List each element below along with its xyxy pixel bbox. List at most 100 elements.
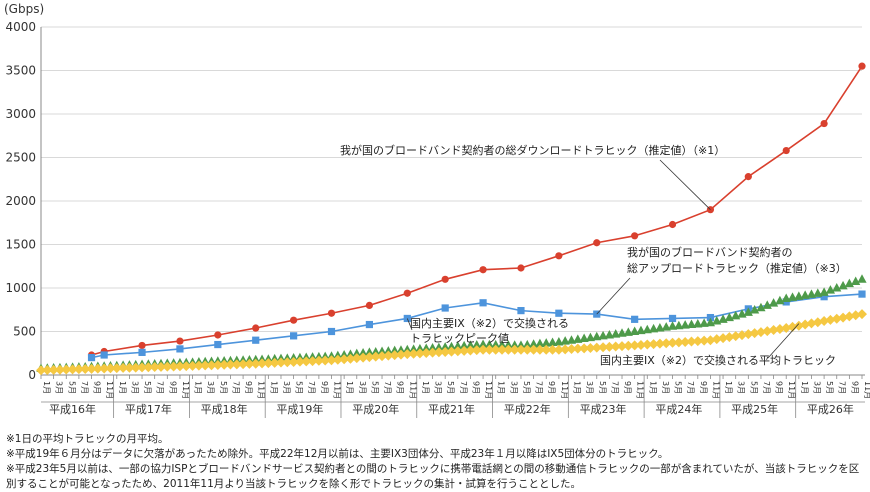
- data-point: [668, 220, 677, 229]
- data-point: [275, 357, 286, 368]
- annotation-ix-peak-1: 国内主要IX（※2）で交換される: [410, 316, 569, 330]
- data-point: [206, 360, 217, 371]
- data-point: [592, 331, 602, 341]
- data-point: [787, 321, 798, 332]
- y-axis-label: (Gbps): [4, 2, 44, 16]
- data-point: [497, 339, 507, 349]
- year-label: 平成18年: [201, 402, 248, 416]
- month-tick-label: 7月: [762, 381, 771, 394]
- data-point: [673, 337, 684, 348]
- data-point: [706, 313, 715, 322]
- data-point: [534, 344, 545, 355]
- data-point: [838, 312, 849, 323]
- leader-line: [767, 323, 800, 359]
- data-point: [825, 285, 836, 294]
- data-point: [162, 361, 173, 372]
- data-point: [200, 360, 211, 371]
- month-tick-label: 9月: [547, 381, 556, 394]
- data-point: [858, 290, 866, 298]
- data-point: [421, 343, 431, 352]
- month-tick-label: 3月: [434, 381, 443, 394]
- month-tick-label: 11月: [787, 381, 796, 399]
- year-label: 平成26年: [807, 402, 854, 416]
- data-point: [756, 302, 766, 312]
- month-tick-label: 7月: [383, 381, 392, 394]
- data-point: [730, 331, 741, 342]
- data-point: [674, 320, 684, 330]
- data-point: [269, 357, 280, 368]
- data-point: [547, 344, 558, 355]
- data-point: [434, 342, 444, 352]
- data-point: [813, 288, 823, 297]
- month-tick-label: 1月: [572, 381, 581, 394]
- data-point: [762, 326, 773, 337]
- month-tick-label: 3月: [358, 381, 367, 394]
- data-point: [433, 347, 444, 358]
- data-point: [415, 343, 425, 353]
- annotation-download: 我が国のブロードバンド契約者の総ダウンロードトラヒック（推定値）（※1）: [340, 143, 725, 157]
- data-point: [566, 344, 577, 355]
- data-point: [553, 344, 564, 355]
- y-tick-label: 3000: [5, 107, 36, 121]
- data-point: [48, 364, 59, 375]
- year-label: 平成25年: [731, 402, 778, 416]
- data-point: [522, 344, 533, 355]
- data-point: [252, 324, 260, 332]
- data-point: [149, 362, 160, 373]
- data-point: [187, 360, 198, 371]
- month-tick-label: 3月: [737, 381, 746, 394]
- data-point: [642, 324, 652, 334]
- data-point: [529, 339, 539, 348]
- y-tick-label: 4000: [5, 20, 36, 34]
- data-point: [573, 334, 583, 343]
- data-point: [572, 343, 583, 354]
- data-point: [844, 278, 854, 288]
- data-point: [635, 339, 646, 350]
- data-point: [750, 305, 760, 314]
- data-point: [611, 329, 621, 338]
- data-point: [547, 337, 558, 347]
- data-point: [73, 364, 84, 375]
- month-tick-label: 11月: [105, 381, 114, 399]
- data-point: [452, 346, 463, 357]
- month-tick-label: 5月: [522, 381, 531, 394]
- year-label: 平成23年: [580, 402, 627, 416]
- data-point: [610, 341, 621, 352]
- month-tick-label: 1月: [269, 381, 278, 394]
- footnotes: ※1日の平均トラヒックの月平均。 ※平成19年６月分はデータに欠落があったため除…: [6, 432, 866, 492]
- data-point: [138, 341, 146, 350]
- data-point: [244, 358, 255, 369]
- year-label: 平成20年: [352, 402, 399, 416]
- data-point: [365, 320, 373, 329]
- data-point: [636, 325, 646, 335]
- data-point: [377, 351, 388, 362]
- series-line: [91, 65, 863, 356]
- month-tick-label: 9月: [93, 381, 102, 394]
- data-point: [787, 292, 798, 301]
- data-point: [858, 62, 866, 70]
- leader-line: [596, 277, 631, 315]
- data-point: [168, 361, 179, 372]
- annotation-ix-average: 国内主要IX（※2）で交換される平均トラヒック: [600, 353, 836, 367]
- data-point: [441, 275, 449, 283]
- data-point: [479, 266, 487, 274]
- data-point: [250, 358, 261, 369]
- data-point: [844, 311, 855, 322]
- data-point: [377, 346, 387, 356]
- data-point: [402, 349, 413, 360]
- month-tick-label: 5月: [143, 381, 152, 394]
- data-point: [781, 323, 792, 334]
- month-tick-label: 5月: [219, 381, 228, 394]
- month-tick-label: 9月: [168, 381, 177, 394]
- month-tick-label: 7月: [459, 381, 468, 394]
- data-point: [655, 323, 665, 332]
- data-point: [181, 361, 192, 372]
- data-point: [86, 363, 97, 374]
- month-tick-label: 1月: [648, 381, 657, 394]
- traffic-chart: 0 500 1000 1500 2000 2500 3000 3500 4000 (Gbps) 1月…: [4, 2, 870, 418]
- y-tick-label: 500: [13, 325, 36, 339]
- data-point: [667, 337, 678, 348]
- data-point: [345, 349, 356, 358]
- data-point: [598, 330, 608, 340]
- month-tick-label: 7月: [686, 381, 695, 394]
